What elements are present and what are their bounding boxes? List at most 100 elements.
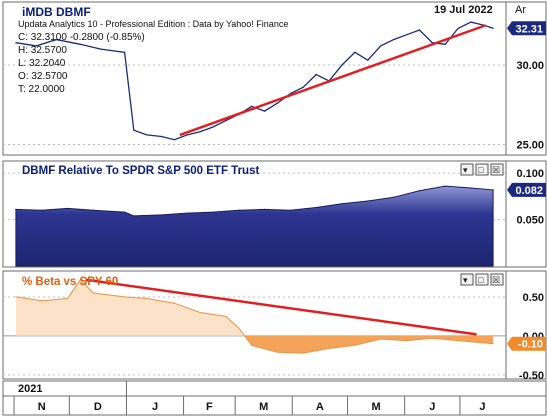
price-point <box>251 105 253 107</box>
panel-menu-button[interactable] <box>460 273 474 286</box>
beta-point <box>492 343 494 345</box>
panel-close-icon: ☒ <box>492 275 500 285</box>
beta-point <box>354 344 356 346</box>
price-point <box>100 48 102 50</box>
relative-point <box>470 187 472 189</box>
relative-point <box>92 209 94 211</box>
panel-maximize-button[interactable] <box>475 273 489 286</box>
beta-trend-line <box>85 278 477 336</box>
panel-close-icon: ☒ <box>492 165 500 175</box>
beta-point <box>328 347 330 349</box>
beta-positive-area <box>15 279 245 336</box>
relative-point <box>315 206 317 209</box>
beta-point <box>173 302 175 304</box>
price-point <box>418 29 421 31</box>
price-point <box>393 38 395 41</box>
price-panel-title: iMDB DBMF <box>22 5 91 19</box>
beta-axis-frame <box>505 270 547 380</box>
price-point <box>470 21 472 23</box>
chart-date: 19 Jul 2022 <box>434 4 493 16</box>
relative-point <box>41 209 43 211</box>
ohlc-t: T: 22.0000 <box>18 84 65 95</box>
panel-close-button[interactable] <box>490 163 504 176</box>
relative-axis-frame <box>505 160 547 268</box>
x-axis-month-label: F <box>206 401 213 413</box>
price-point <box>124 51 126 53</box>
price-point <box>55 38 58 41</box>
ohlc-close: C: 32.3100 -0.2800 (-0.85%) <box>18 32 145 43</box>
price-point <box>380 45 382 47</box>
panel-maximize-icon: □ <box>478 165 484 175</box>
panel-menu-button[interactable] <box>460 163 474 176</box>
price-point <box>302 86 304 88</box>
panel-maximize-icon: □ <box>478 275 484 285</box>
panel-menu-icon: ▾ <box>463 165 468 175</box>
relative-panel-controls: ▾ □ ☒ <box>460 163 504 176</box>
relative-point <box>418 190 421 192</box>
relative-point <box>444 185 446 187</box>
beta-tick-label: 0.50 <box>523 292 544 304</box>
price-point <box>276 102 279 104</box>
beta-point <box>124 296 126 298</box>
beta-point <box>225 315 227 318</box>
x-axis-month-label: J <box>152 401 158 413</box>
price-point <box>341 64 343 66</box>
beta-point <box>92 292 94 294</box>
relative-tick-label: 0.100 <box>516 168 544 180</box>
beta-point <box>41 300 43 302</box>
relative-point <box>212 211 214 213</box>
price-point <box>444 43 446 45</box>
relative-point <box>160 214 163 216</box>
price-point <box>457 27 459 30</box>
beta-point <box>302 352 304 354</box>
relative-point <box>289 209 292 211</box>
price-point <box>354 51 356 53</box>
beta-point <box>380 338 382 340</box>
price-point <box>405 34 408 36</box>
price-point <box>146 134 148 136</box>
price-point <box>492 27 494 29</box>
price-panel-frame <box>2 1 507 156</box>
ohlc-high: H: 32.5700 <box>18 45 67 56</box>
x-axis-month-label: J <box>429 401 435 413</box>
relative-point <box>341 203 343 205</box>
beta-point <box>457 339 459 342</box>
beta-last-value-flag <box>507 336 546 351</box>
beta-point <box>238 327 240 329</box>
beta-point <box>146 297 148 300</box>
panel-close-button[interactable] <box>490 273 504 286</box>
price-point <box>35 45 37 47</box>
relative-tick-label: 0.050 <box>516 215 544 227</box>
panel-maximize-button[interactable] <box>475 163 489 176</box>
ohlc-open: O: 32.5700 <box>18 71 68 82</box>
beta-point <box>405 339 408 342</box>
price-point <box>79 43 81 45</box>
axis-corner-label: Ar <box>515 4 526 16</box>
relative-last-value-label: 0.082 <box>515 185 543 197</box>
beta-point <box>66 297 69 300</box>
beta-point <box>15 296 17 298</box>
beta-plot-layer: -0.500.000.50-0.10 <box>3 278 546 382</box>
beta-panel-controls: ▾ □ ☒ <box>460 273 504 286</box>
x-axis-month-label: A <box>316 401 324 413</box>
relative-panel-title: DBMF Relative To SPDR S&P 500 ETF Trust <box>22 165 259 177</box>
relative-point <box>492 189 494 191</box>
price-tick-label: 25.00 <box>516 139 544 151</box>
price-last-value-flag <box>507 21 546 36</box>
price-plot-layer: 25.00 30.00 32.31 <box>3 21 546 151</box>
relative-point <box>367 200 369 202</box>
x-axis-month-label: M <box>372 401 381 413</box>
price-point <box>225 120 227 122</box>
beta-point <box>79 279 81 281</box>
panel-menu-icon: ▾ <box>463 275 468 285</box>
beta-point <box>251 344 253 346</box>
price-trend-line <box>179 24 487 137</box>
x-axis-frame <box>2 380 547 416</box>
relative-plot-layer: 0.050 0.100 0.082 <box>3 168 546 267</box>
relative-point <box>124 211 126 213</box>
beta-point <box>431 337 433 339</box>
source-text: Updata Analytics 10 - Professional Editi… <box>18 19 288 29</box>
relative-point <box>66 207 69 210</box>
x-axis-month-label: D <box>94 401 102 413</box>
